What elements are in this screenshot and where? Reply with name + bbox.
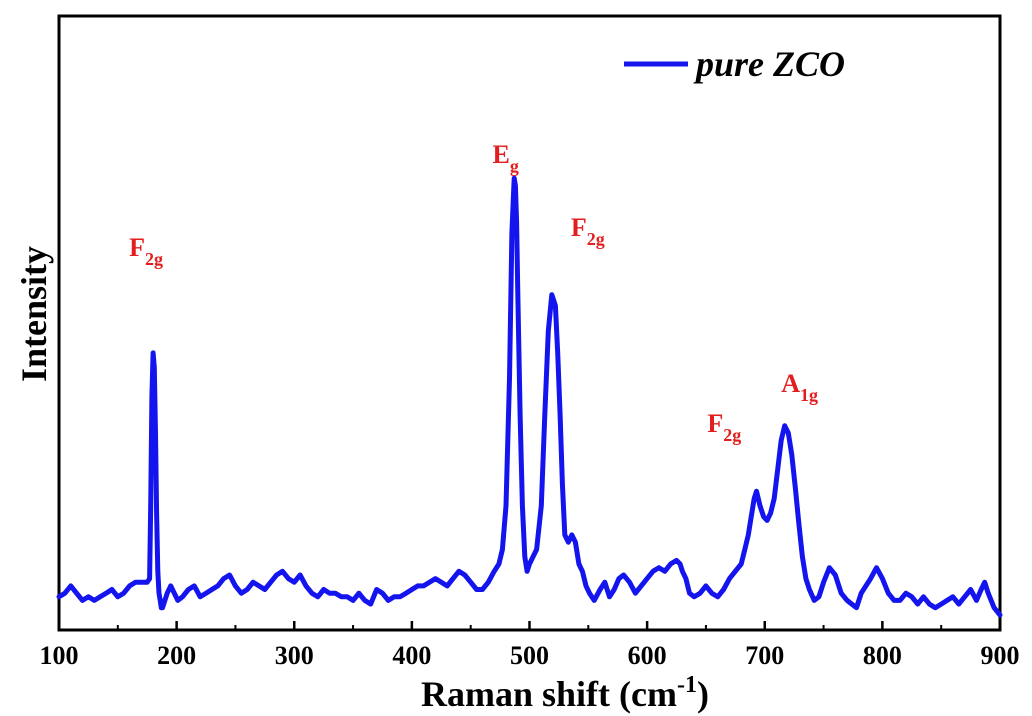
- series-line-pure-zco: [56, 175, 1003, 618]
- peak-label: A1g: [781, 369, 818, 405]
- peak-label: F2g: [129, 233, 163, 269]
- x-tick-label: 200: [157, 641, 196, 670]
- legend-label: pure ZCO: [693, 44, 845, 84]
- x-tick-label: 100: [40, 641, 79, 670]
- peak-label: F2g: [571, 213, 605, 249]
- peak-label: F2g: [707, 409, 741, 445]
- y-axis-title: Intensity: [14, 246, 54, 382]
- x-tick-label: 700: [745, 641, 784, 670]
- x-tick-label: 300: [275, 641, 314, 670]
- x-tick-label: 900: [981, 641, 1020, 670]
- x-tick-label: 400: [392, 641, 431, 670]
- x-tick-label: 500: [510, 641, 549, 670]
- x-tick-label: 600: [628, 641, 667, 670]
- x-tick-label: 800: [863, 641, 902, 670]
- legend: pure ZCO: [624, 44, 845, 84]
- x-axis: 100 200 300 400 500 600 700 800 900: [40, 621, 1020, 670]
- peak-annotations: F2g Eg F2g F2g A1g: [129, 140, 818, 445]
- plot-frame: [57, 14, 1002, 632]
- peak-label: Eg: [493, 140, 519, 176]
- x-axis-title: Raman shift (cm-1): [421, 672, 709, 714]
